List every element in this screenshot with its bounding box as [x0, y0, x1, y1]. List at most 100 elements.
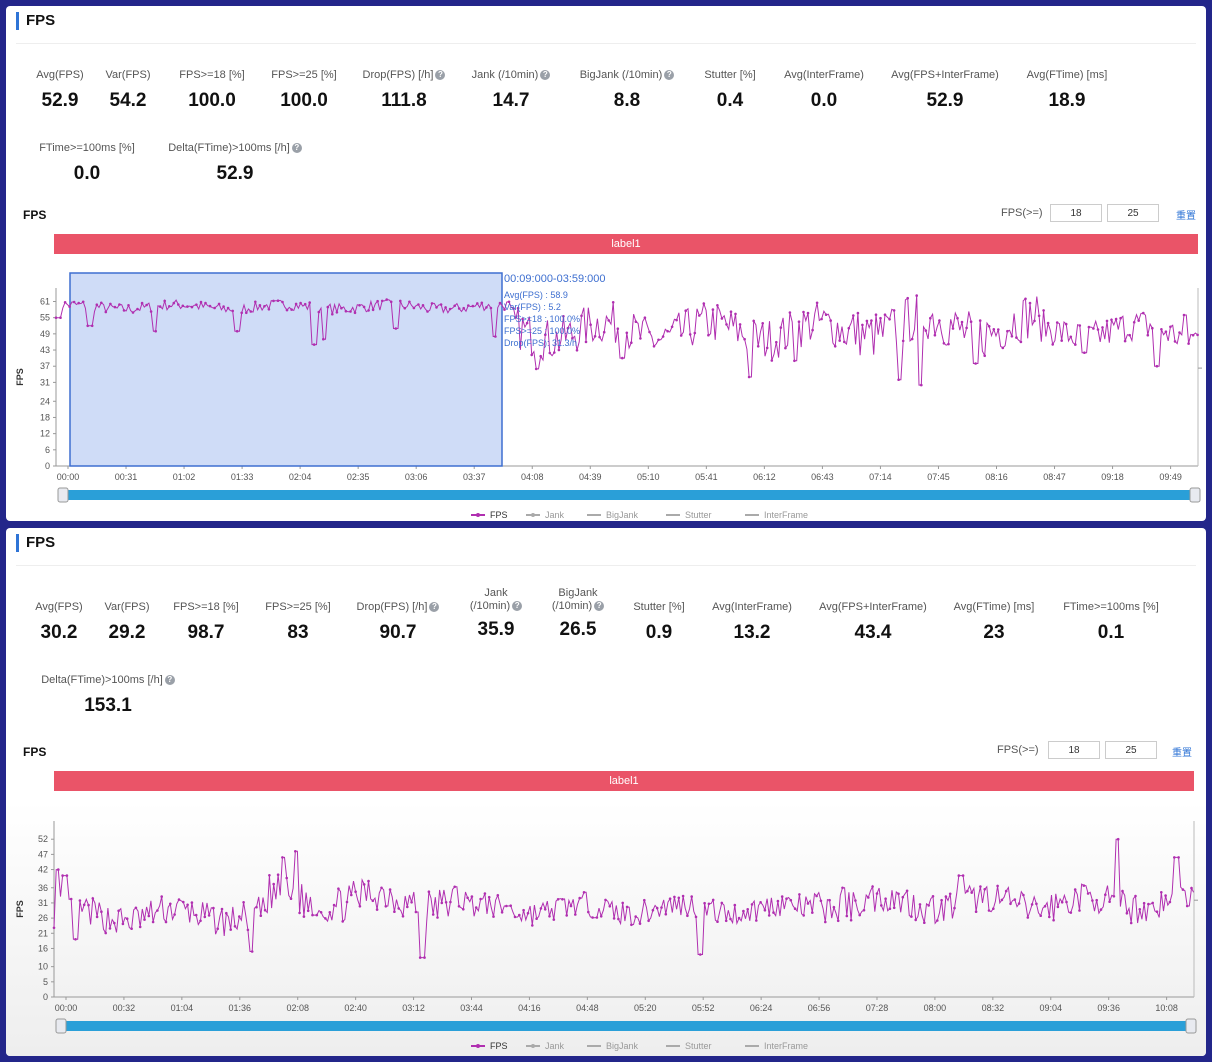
help-icon[interactable]: ? [540, 70, 551, 80]
fps-high-input[interactable] [1107, 204, 1159, 222]
fps-line-chart[interactable]: FPS 0 5 10 16 21 26 31 36 42 47 52 00:00 00:32 01:04 01… [6, 801, 1206, 1056]
help-icon[interactable]: ? [664, 70, 675, 80]
fps-point [531, 924, 534, 927]
fps-point [337, 887, 340, 890]
fps-series-line[interactable] [53, 838, 1195, 959]
fps-point [535, 917, 538, 920]
fps-point [750, 903, 754, 906]
reset-link[interactable]: 重置 [1176, 211, 1196, 222]
fps-point [759, 901, 762, 904]
help-icon[interactable]: ? [435, 70, 446, 80]
fps-point [217, 302, 221, 306]
fps-point [1069, 335, 1073, 339]
fps-point [755, 919, 758, 922]
legend-item[interactable]: Jank [526, 1041, 565, 1051]
fps-point [418, 956, 422, 959]
metric-label: Avg(InterFrame) [662, 601, 842, 614]
fps-point [711, 308, 715, 311]
fps-low-input[interactable] [1050, 204, 1102, 222]
fps-point [186, 305, 189, 308]
fps-point [1125, 911, 1129, 915]
help-icon[interactable]: ? [512, 601, 523, 611]
fps-point [587, 910, 590, 914]
x-tick-label: 03:06 [405, 472, 428, 482]
legend-item[interactable]: FPS [471, 1041, 508, 1051]
fps-point [399, 299, 402, 303]
metric: BigJank (/10min)? 26.5 [488, 587, 668, 641]
y-tick-label: 52 [38, 834, 48, 844]
legend-item[interactable]: BigJank [587, 510, 639, 520]
zoom-slider[interactable] [59, 1021, 1194, 1031]
fps-point [498, 301, 502, 305]
legend-item[interactable]: FPS [471, 510, 508, 520]
fps-point [915, 294, 918, 297]
fps-point [466, 896, 469, 900]
zoom-handle-right[interactable] [1185, 1018, 1197, 1034]
fps-point [957, 874, 961, 877]
fps-point [151, 920, 155, 924]
zoom-handle-right[interactable] [1189, 487, 1201, 503]
legend-item[interactable]: InterFrame [745, 1041, 808, 1051]
metric-label: Delta(FTime)>100ms [/h]? [18, 674, 198, 687]
metric: Avg(FPS+InterFrame) 43.4 [783, 601, 963, 644]
help-icon[interactable]: ? [291, 143, 302, 153]
fps-point [1091, 899, 1094, 902]
metric-label: FTime>=100ms [%] [1021, 601, 1201, 614]
zoom-slider[interactable] [61, 490, 1198, 500]
label-band[interactable]: label1 [54, 234, 1198, 254]
fps-point [593, 335, 597, 338]
fps-point [1164, 330, 1168, 333]
metric: BigJank (/10min)? 8.8 [537, 69, 717, 112]
fps-point [716, 304, 719, 307]
fps-point [725, 323, 728, 326]
zoom-handle-left[interactable] [55, 1018, 67, 1034]
fps-point [811, 911, 814, 914]
fps-line-chart[interactable]: FPS 0 6 12 18 24 31 37 43 49 55 61 00:00 00:31 01:02 01… [6, 266, 1206, 521]
fps-point [1078, 324, 1082, 327]
y-tick-label: 12 [40, 429, 50, 439]
fps-point [471, 304, 475, 308]
legend-item[interactable]: Stutter [666, 1041, 712, 1051]
fps-point [1190, 886, 1193, 890]
fps-point [113, 305, 117, 309]
fps-point [1092, 327, 1095, 330]
x-tick-label: 02:04 [289, 472, 312, 482]
metric-label-text: Avg(FTime) [ms] [953, 601, 1035, 613]
metric-label: Delta(FTime)>100ms [/h]? [145, 142, 325, 155]
fps-point [289, 897, 293, 900]
fps-point [1169, 325, 1172, 329]
fps-point [457, 307, 461, 310]
metric: Drop(FPS) [/h]? 111.8 [314, 69, 494, 112]
fps-point [61, 874, 64, 877]
help-icon[interactable]: ? [164, 675, 175, 685]
legend-item[interactable]: Jank [526, 510, 565, 520]
selection-rect[interactable] [69, 272, 503, 467]
help-icon[interactable]: ? [429, 602, 440, 612]
fps-high-input[interactable] [1105, 741, 1157, 759]
fps-point [423, 956, 426, 959]
fps-point [1048, 915, 1051, 919]
fps-point [961, 874, 965, 877]
metric-label-text: Drop(FPS) [/h] [356, 601, 428, 613]
x-tick-label: 03:12 [402, 1003, 425, 1013]
help-icon[interactable]: ? [594, 601, 605, 611]
fps-point [393, 910, 396, 913]
fps-point [1022, 893, 1025, 897]
metric-label-text: Avg(FPS+InterFrame) [891, 69, 999, 81]
metric: Avg(InterFrame) 0.0 [734, 69, 914, 112]
fps-point [1046, 321, 1050, 325]
legend-item[interactable]: InterFrame [745, 510, 808, 520]
metric-label-text: (/10min) [469, 600, 511, 612]
fps-point [1001, 346, 1005, 350]
legend-item[interactable]: BigJank [587, 1041, 639, 1051]
fps-point [345, 900, 349, 904]
legend-item[interactable]: Stutter [666, 510, 712, 520]
reset-link[interactable]: 重置 [1172, 748, 1192, 759]
label-band[interactable]: label1 [54, 771, 1194, 791]
fps-point [231, 309, 234, 313]
metric-label-text: Avg(InterFrame) [784, 69, 864, 81]
metric-label-text: Stutter [%] [704, 69, 756, 81]
fps-low-input[interactable] [1048, 741, 1100, 759]
fps-point [204, 301, 207, 305]
zoom-handle-left[interactable] [57, 487, 69, 503]
